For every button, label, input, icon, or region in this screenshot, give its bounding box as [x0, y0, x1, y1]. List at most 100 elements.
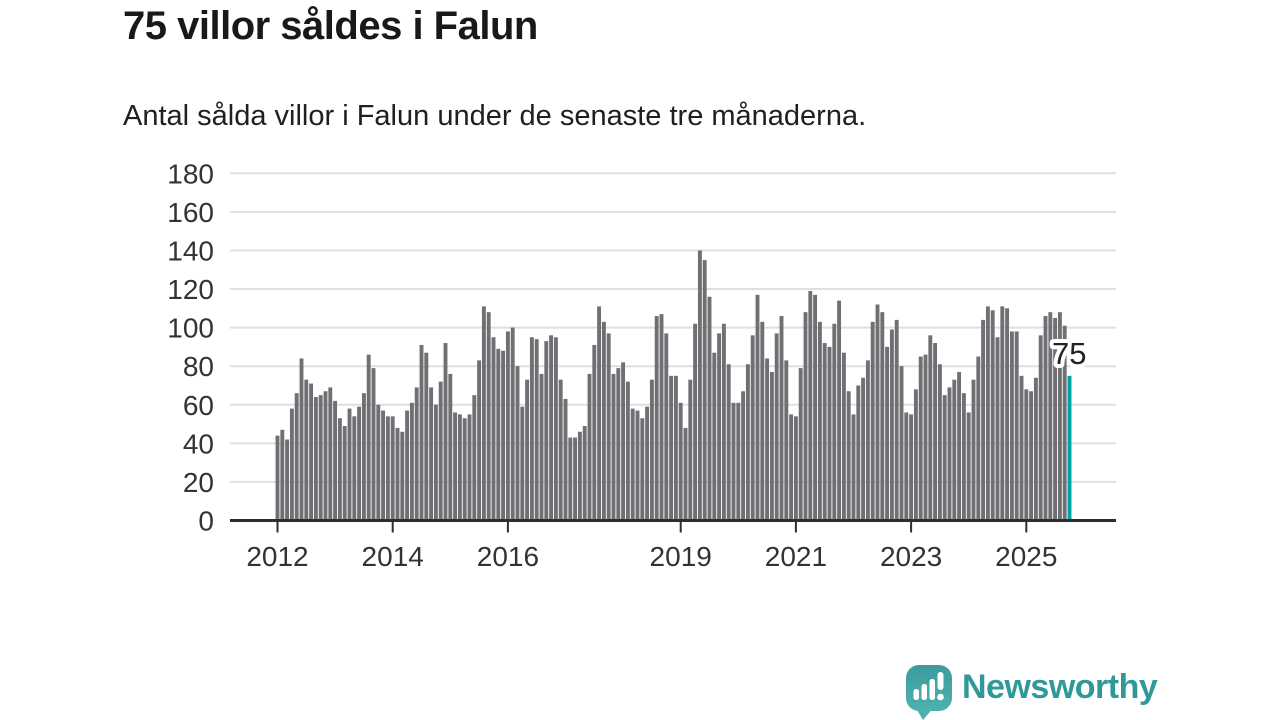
bar [765, 358, 770, 521]
bar [534, 339, 539, 521]
bar [352, 416, 357, 521]
bar [1048, 312, 1053, 521]
bar [472, 395, 477, 521]
bar [659, 314, 664, 521]
bar [961, 393, 966, 521]
newsworthy-logo-icon [906, 665, 952, 720]
bar [419, 344, 424, 521]
mini-bar-icon [921, 684, 927, 700]
bar [357, 406, 362, 521]
bar [424, 352, 429, 521]
x-tick-label: 2021 [765, 541, 827, 572]
bar [678, 402, 683, 521]
bar [899, 366, 904, 521]
bar [846, 391, 851, 521]
bar [400, 431, 405, 521]
bar [726, 364, 731, 521]
bar [1000, 306, 1005, 521]
bar [913, 389, 918, 521]
y-tick-label: 20 [183, 467, 214, 498]
bar [1005, 308, 1010, 521]
bar [525, 379, 530, 521]
bar [285, 439, 290, 521]
bar [769, 371, 774, 521]
bar [861, 377, 866, 521]
bar [693, 323, 698, 521]
bar [702, 260, 707, 521]
bar [601, 321, 606, 521]
bar [745, 364, 750, 521]
bar [721, 323, 726, 521]
bar [429, 387, 434, 521]
bar [366, 354, 371, 521]
bar [889, 329, 894, 521]
bar [793, 416, 798, 521]
bar [621, 362, 626, 521]
bar [342, 425, 347, 521]
bar [501, 350, 506, 521]
y-tick-label: 160 [167, 197, 214, 228]
bar [875, 304, 880, 521]
bar [405, 410, 410, 521]
bar [299, 358, 304, 521]
bar [539, 373, 544, 521]
bar [280, 429, 285, 521]
bar [664, 333, 669, 521]
bar [937, 364, 942, 521]
mini-bar-icon [913, 689, 919, 700]
bar [347, 408, 352, 521]
bar [304, 379, 309, 521]
bar [323, 391, 328, 521]
bar [928, 335, 933, 521]
bar [611, 373, 616, 521]
bar [313, 397, 318, 521]
exclamation-dot-icon [937, 693, 944, 701]
bar [1062, 325, 1067, 521]
bar [409, 402, 414, 521]
bar [995, 337, 1000, 521]
bar [577, 431, 582, 521]
bar [390, 416, 395, 521]
highlight-bar [1067, 375, 1072, 521]
bar [957, 371, 962, 521]
bar [712, 352, 717, 521]
bar-chart: 0 20 40 60 80 100 120 140 160 180 2012 2014 2016 2019… [167, 158, 1116, 572]
bar [923, 354, 928, 521]
bar [328, 387, 333, 521]
y-tick-label: 0 [198, 506, 214, 537]
bar [803, 312, 808, 521]
bar [453, 412, 458, 521]
bar [486, 312, 491, 521]
bar [1014, 331, 1019, 521]
bar [395, 427, 400, 521]
x-tick-label: 2014 [362, 541, 424, 572]
bar [669, 375, 674, 521]
y-tick-label: 140 [167, 235, 214, 266]
bar [1043, 316, 1048, 521]
bar [381, 410, 386, 521]
bar [318, 395, 323, 521]
bar [597, 306, 602, 521]
bar [505, 331, 510, 521]
bar [496, 348, 501, 521]
bar [433, 404, 438, 521]
bar [1009, 331, 1014, 521]
bar [981, 319, 986, 521]
bar [414, 387, 419, 521]
bar [904, 412, 909, 521]
bar [1057, 312, 1062, 521]
bar [755, 294, 760, 521]
bar [645, 406, 650, 521]
bar [587, 373, 592, 521]
bar [289, 408, 294, 521]
bar [294, 393, 299, 521]
bar [918, 356, 923, 521]
bar [457, 414, 462, 521]
bar [865, 360, 870, 521]
bar [1019, 375, 1024, 521]
bar [750, 335, 755, 521]
bar [707, 296, 712, 521]
bar [510, 327, 515, 521]
x-tick-label: 2025 [995, 541, 1057, 572]
bar [851, 414, 856, 521]
